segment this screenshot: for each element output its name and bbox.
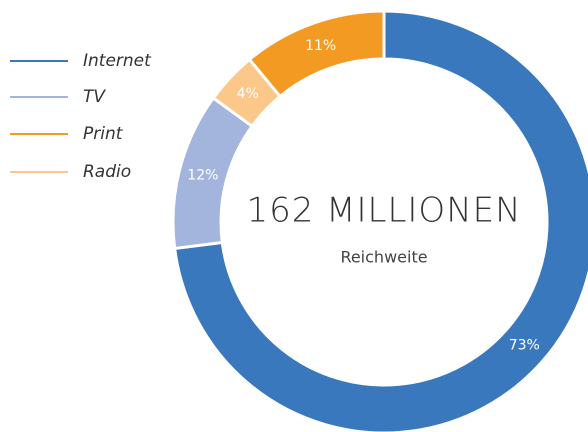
center-subtitle: Reichweite (340, 248, 427, 267)
slice-label: 11% (305, 38, 336, 54)
donut-slice (247, 9, 386, 99)
slice-label: 73% (509, 338, 540, 354)
slice-label: 12% (187, 167, 218, 183)
legend-label: TV (83, 87, 106, 107)
donut-slice (172, 9, 588, 432)
legend-label: Internet (83, 51, 152, 71)
donut (171, 9, 588, 432)
center-title: 162 MILLIONEN (246, 191, 521, 231)
slice-label: 4% (237, 86, 259, 102)
legend-label: Print (83, 124, 124, 144)
legend-label: Radio (83, 162, 131, 182)
